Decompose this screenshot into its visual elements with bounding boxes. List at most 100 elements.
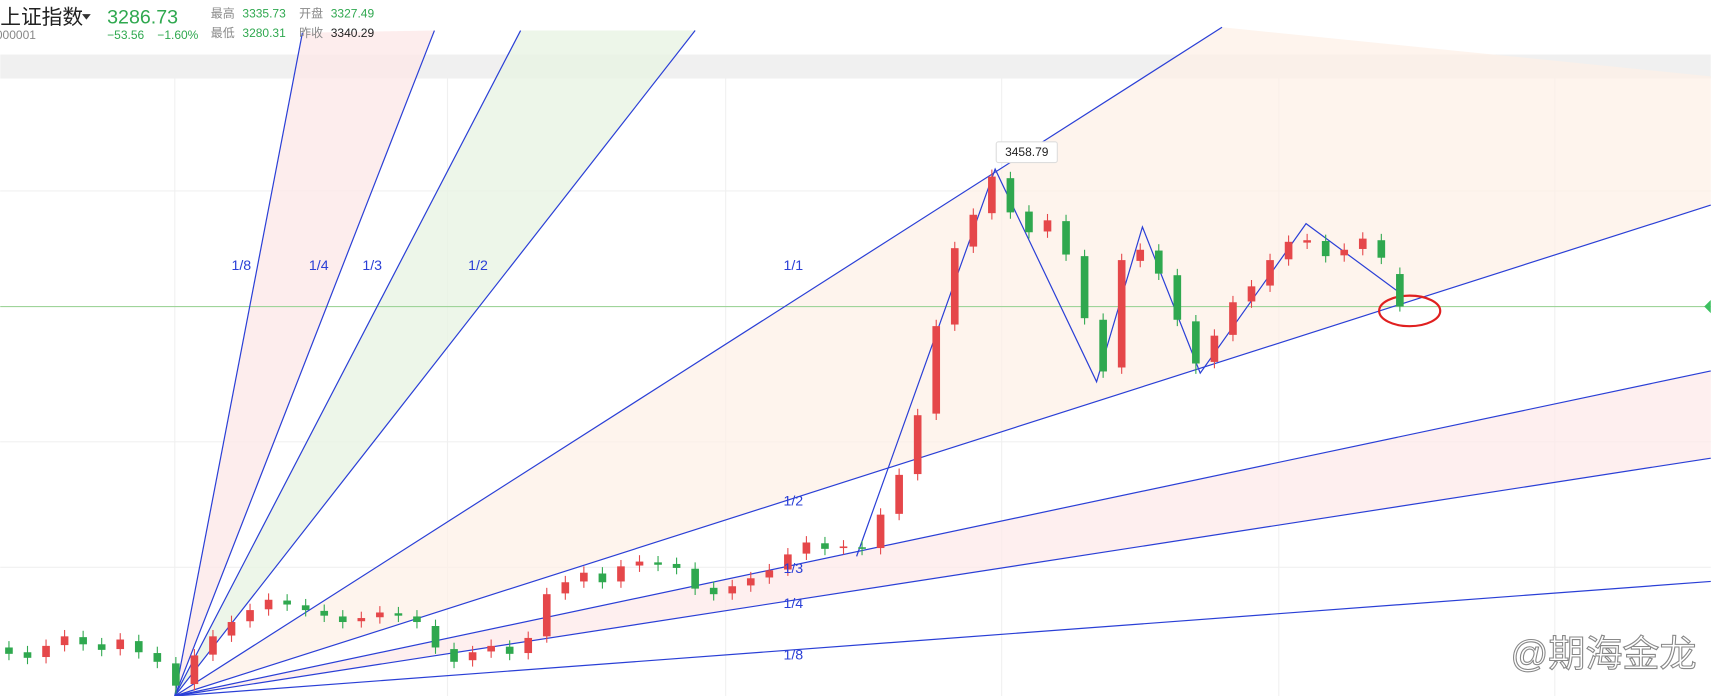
candle-body — [42, 645, 50, 658]
candle-body — [932, 326, 941, 414]
candle-body — [950, 248, 959, 325]
candle-body — [709, 587, 718, 595]
candle-body — [1210, 335, 1219, 362]
candle-body — [376, 612, 384, 618]
candle-body — [190, 655, 199, 685]
candle-body — [839, 546, 848, 549]
fan-label: 1/3 — [783, 561, 803, 577]
candle-body — [580, 572, 588, 582]
candle-body — [227, 622, 236, 636]
candle-body — [654, 562, 662, 565]
candle-body — [1192, 321, 1200, 364]
change: −53.56 — [107, 28, 144, 42]
candle-body — [505, 646, 514, 654]
candle-body — [746, 578, 755, 586]
candle-body — [79, 637, 87, 645]
candle-body — [1136, 249, 1145, 261]
candle-body — [1025, 211, 1033, 233]
candle-body — [431, 626, 440, 648]
candle-body — [784, 554, 792, 570]
index-code: 000001 — [0, 28, 36, 42]
candle-body — [561, 582, 570, 594]
candle-body — [542, 594, 551, 637]
candle-body — [969, 214, 978, 247]
candle-body — [450, 649, 458, 662]
candle-body — [468, 652, 477, 661]
gann-fan — [174, 26, 1711, 696]
candle-body — [283, 600, 291, 605]
candle-body — [1117, 260, 1126, 368]
candles — [5, 169, 1404, 694]
label: 最高 — [211, 5, 235, 20]
candle-body — [134, 641, 143, 653]
fan-label: 1/4 — [783, 596, 803, 612]
candle-body — [246, 610, 254, 622]
fan-labels: 1/8 1/4 1/3 1/2 1/1 1/2 1/3 1/4 1/8 — [231, 258, 803, 663]
candle-body — [1247, 286, 1256, 302]
candle-body — [802, 542, 811, 554]
fan-label: 1/1 — [783, 258, 803, 274]
candle-body — [1284, 241, 1293, 260]
candle-body — [1229, 302, 1237, 335]
peak-annotation: 3458.79 — [995, 141, 1058, 164]
candle-body — [357, 618, 366, 622]
candle-body — [1340, 249, 1349, 256]
index-name: 上证指数 — [0, 6, 83, 29]
candle-body — [913, 415, 922, 475]
candle-body — [413, 616, 421, 623]
candle-body — [1321, 241, 1330, 257]
candle-body — [172, 663, 180, 686]
candle-body — [1043, 220, 1052, 232]
candle-body — [821, 543, 829, 549]
change-pct: −1.60% — [157, 28, 198, 42]
fan-label: 1/3 — [362, 258, 382, 274]
fan-label: 1/8 — [783, 647, 803, 663]
candle-body — [301, 605, 310, 611]
candle-body — [1377, 240, 1386, 258]
candle-body — [617, 566, 625, 582]
label: 最低 — [211, 26, 235, 40]
candle-body — [338, 616, 347, 623]
candle-body — [895, 474, 903, 514]
fan-label: 1/2 — [783, 494, 803, 510]
candle-body — [1396, 274, 1404, 307]
header: 上证指数 000001 3286.73 −53.56 −1.60% 最高 333… — [0, 5, 374, 42]
candle-body — [487, 645, 495, 652]
value: 3335.73 — [242, 6, 286, 20]
fan-label: 1/8 — [231, 258, 251, 274]
candle-body — [1303, 240, 1311, 243]
candle-body — [1266, 260, 1274, 286]
candle-body — [728, 586, 737, 594]
candle-body — [598, 573, 607, 583]
candle-body — [97, 644, 106, 650]
candle-body — [60, 636, 69, 646]
candle-body — [116, 639, 125, 650]
candle-body — [264, 599, 273, 610]
candle-body — [765, 570, 774, 578]
candle-body — [23, 652, 32, 658]
value: 3327.49 — [331, 6, 375, 20]
candle-body — [153, 653, 162, 662]
label: 开盘 — [299, 5, 323, 20]
value: 3280.31 — [242, 26, 286, 40]
candle-body — [5, 647, 13, 654]
fan-label: 1/4 — [309, 258, 329, 274]
candle-body — [320, 610, 329, 616]
candle-body — [524, 637, 533, 654]
candle-body — [988, 176, 996, 214]
price: 3286.73 — [107, 7, 178, 29]
candle-body — [1080, 256, 1089, 319]
value: 3340.29 — [331, 26, 375, 40]
candle-body — [876, 514, 885, 549]
label: 昨收 — [299, 26, 323, 40]
candle-body — [1154, 250, 1163, 274]
candle-body — [635, 561, 644, 566]
candle-body — [209, 636, 217, 655]
watermark: @期海金龙 — [1511, 633, 1697, 675]
candle-body — [394, 613, 403, 616]
candle-body — [1062, 221, 1070, 255]
candle-body — [691, 568, 699, 589]
candle-body — [858, 547, 866, 549]
